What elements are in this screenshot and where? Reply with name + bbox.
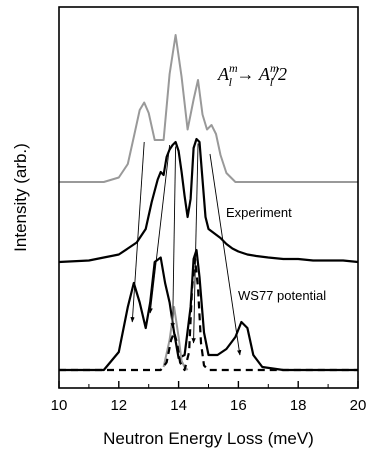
formula-tail: /2 <box>272 64 287 84</box>
series-line-2 <box>59 248 358 372</box>
formula-sup-2: m <box>270 61 279 75</box>
formula-a2: A <box>258 64 271 84</box>
amplitude-scaling-formula: Am l → Am l/2 <box>217 61 287 89</box>
peak-mapping-arrow-1 <box>148 144 171 314</box>
peak-mapping-arrow-3 <box>191 143 199 344</box>
peak-mapping-arrow-0 <box>130 141 145 323</box>
ws77-potential-label: WS77 potential <box>238 288 326 303</box>
peak-mapping-arrow-2 <box>170 146 177 329</box>
x-tick-label: 10 <box>51 397 68 414</box>
formula-sup-1: m <box>229 61 238 75</box>
x-tick-label: 12 <box>110 397 127 414</box>
formula-sub-2: l <box>270 75 274 89</box>
formula-sub-1: l <box>229 75 233 89</box>
formula-arrow: → <box>232 64 259 84</box>
y-axis-label: Intensity (arb.) <box>11 143 30 252</box>
chart-marks <box>58 34 359 372</box>
x-tick-label: 14 <box>170 397 187 414</box>
plot-frame <box>58 6 359 389</box>
x-tick-label: 20 <box>350 397 367 414</box>
x-tick-label: 18 <box>290 397 307 414</box>
series-line-1 <box>58 137 359 264</box>
experiment-label: Experiment <box>226 205 292 220</box>
series-line-0 <box>59 34 358 183</box>
peak-mapping-arrow-4 <box>209 153 242 356</box>
formula-a1: A <box>217 64 230 84</box>
x-axis-ticks: 10 12 14 16 18 20 <box>51 381 367 414</box>
x-axis-label: Neutron Energy Loss (meV) <box>103 429 314 448</box>
x-tick-label: 16 <box>230 397 247 414</box>
series-line-4 <box>59 257 358 372</box>
